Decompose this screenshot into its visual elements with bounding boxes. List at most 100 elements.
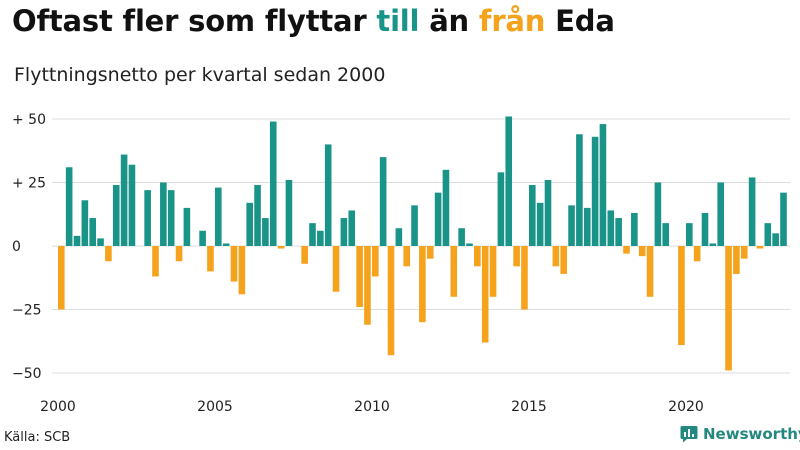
brand-logo: Newsworthy: [680, 425, 800, 443]
bar: [199, 230, 206, 246]
bar: [403, 246, 410, 267]
bar: [65, 167, 73, 246]
bar: [450, 246, 458, 297]
bar: [395, 228, 403, 246]
bar: [733, 246, 740, 274]
bar: [638, 246, 646, 257]
bar: [348, 210, 356, 246]
y-tick-label: + 50: [12, 112, 46, 128]
bar: [419, 246, 426, 323]
chart-title: Oftast fler som flyttar till än från Eda: [12, 4, 615, 38]
bar: [489, 246, 497, 297]
bar: [607, 210, 615, 246]
brand-name: Newsworthy: [703, 425, 800, 443]
bar: [568, 205, 575, 246]
bar: [772, 233, 779, 246]
bar: [285, 179, 293, 246]
title-highlight-out: från: [478, 4, 546, 38]
bar: [411, 205, 418, 246]
bar: [780, 192, 787, 246]
bar: [615, 218, 622, 246]
bar: [269, 121, 277, 246]
x-tick-label: 2005: [197, 399, 233, 415]
bar-chart: + 50 + 25 0 −25 −50 2000 2005 2010 2015 2020: [12, 112, 790, 415]
bar: [309, 223, 316, 246]
bar: [529, 185, 536, 246]
x-axis-ticks: 2000 2005 2010 2015 2020: [40, 399, 704, 415]
bar: [277, 246, 285, 249]
x-tick-label: 2020: [668, 399, 704, 415]
bar: [560, 246, 567, 274]
bar: [678, 246, 685, 346]
bar: [709, 243, 717, 246]
title-part-1: Oftast fler som flyttar: [12, 4, 377, 38]
title-part-end: Eda: [545, 4, 615, 38]
bar: [552, 246, 560, 267]
source-note: Källa: SCB: [4, 430, 71, 445]
y-axis-ticks: + 50 + 25 0 −25 −50: [12, 112, 46, 382]
bar: [120, 154, 128, 246]
bar: [599, 124, 607, 246]
x-tick-label: 2000: [40, 399, 76, 415]
bar: [160, 182, 167, 246]
bar: [521, 246, 528, 310]
bar: [576, 134, 583, 246]
bar: [89, 218, 96, 246]
bar: [97, 238, 104, 246]
bar: [481, 246, 489, 343]
bar: [340, 218, 348, 246]
bar: [505, 116, 513, 247]
y-tick-label: 0: [12, 239, 21, 255]
bar: [183, 207, 191, 246]
bar: [254, 185, 261, 246]
bar: [105, 246, 112, 262]
bar: [230, 246, 238, 282]
bar: [513, 246, 520, 267]
bar: [497, 172, 505, 246]
title-highlight-in: till: [376, 4, 420, 38]
bar-series: [58, 116, 787, 371]
bar: [324, 144, 332, 246]
bar: [646, 246, 654, 297]
bar: [81, 200, 89, 246]
bar: [215, 187, 222, 246]
bar: [466, 243, 473, 246]
bar: [262, 218, 269, 246]
chart-subtitle: Flyttningsnetto per kvartal sedan 2000: [14, 64, 386, 86]
bar: [458, 228, 465, 246]
bar: [222, 243, 230, 246]
bar: [591, 136, 599, 246]
bar: [662, 223, 670, 246]
bar: [426, 246, 434, 259]
bar: [387, 246, 395, 356]
bar: [544, 179, 552, 246]
bar: [434, 192, 442, 246]
bar: [364, 246, 371, 325]
bar: [725, 246, 732, 371]
bar: [442, 169, 450, 246]
bar: [144, 190, 151, 246]
y-tick-label: −25: [12, 303, 42, 319]
bar: [583, 207, 591, 246]
bar: [701, 212, 709, 246]
bar: [246, 202, 253, 246]
bar: [693, 246, 701, 262]
bar: [73, 235, 81, 246]
bar: [379, 157, 387, 246]
bar: [748, 177, 756, 246]
bar: [536, 202, 544, 246]
bar: [623, 246, 630, 254]
bar: [58, 246, 65, 310]
bar: [112, 185, 120, 246]
x-tick-label: 2010: [354, 399, 390, 415]
bar: [128, 164, 136, 246]
bar: [372, 246, 379, 277]
bar: [756, 246, 764, 249]
bar: [167, 190, 175, 246]
bar: [631, 212, 638, 246]
bar: [654, 182, 662, 246]
bar: [764, 223, 772, 246]
bar: [717, 182, 724, 246]
y-tick-label: −50: [12, 366, 42, 382]
x-tick-label: 2015: [511, 399, 547, 415]
